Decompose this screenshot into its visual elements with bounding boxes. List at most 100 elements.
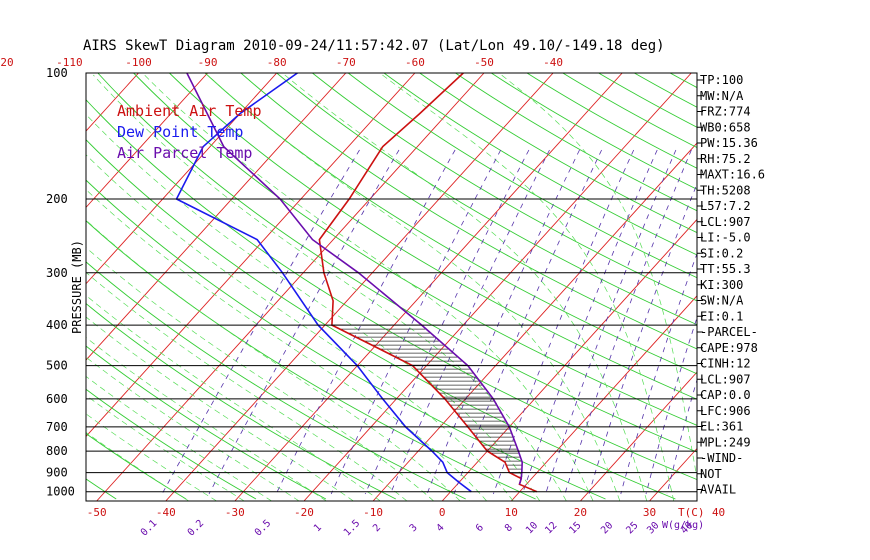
temp-tick-label-bottom: -30 xyxy=(225,506,245,519)
dry-adiabat-line xyxy=(86,478,117,500)
x-axis-unit-label: T(C) xyxy=(678,506,705,519)
mixing-ratio-line xyxy=(275,149,456,495)
pressure-tick-label: 800 xyxy=(46,444,68,458)
dry-adiabat-line xyxy=(491,73,697,190)
moist-adiabat-line xyxy=(206,74,621,501)
isotherm-line xyxy=(86,73,278,285)
stat-label: PW:15.36 xyxy=(700,136,758,150)
dry-adiabat-line xyxy=(86,179,606,500)
temp-tick-label-bottom: -40 xyxy=(156,506,176,519)
dry-adiabat-line xyxy=(347,73,697,279)
dry-adiabat-line xyxy=(86,261,466,500)
stat-label: LI:-5.0 xyxy=(700,231,751,245)
mixing-ratio-tick-label: 2 xyxy=(371,522,383,534)
air-parcel-temp-trace xyxy=(186,73,524,485)
mixing-ratio-tick-label: 8 xyxy=(503,522,515,534)
y-axis-label: PRESSURE (MB) xyxy=(70,240,84,334)
temp-tick-label-bottom: -20 xyxy=(294,506,314,519)
pressure-tick-label: 100 xyxy=(46,66,68,80)
legend-entry: Air Parcel Temp xyxy=(117,144,252,162)
plot-frame xyxy=(85,72,698,502)
dry-adiabat-line xyxy=(419,73,697,234)
dry-adiabat-line xyxy=(383,73,697,256)
dry-adiabat-line xyxy=(276,73,697,326)
moist-adiabat-line xyxy=(93,74,567,501)
dry-adiabat-line xyxy=(240,73,697,350)
pressure-tick-label: 700 xyxy=(46,420,68,434)
stat-label: KI:300 xyxy=(700,278,743,292)
mixing-ratio-tick-label: 15 xyxy=(567,520,583,536)
stat-label: L57:7.2 xyxy=(700,199,751,213)
dry-adiabat-line xyxy=(86,99,697,481)
stat-label: CINH:12 xyxy=(700,357,751,371)
stat-label: LCL:907 xyxy=(700,372,751,386)
isotherm-line xyxy=(234,73,623,501)
legend-entry: Ambient Air Temp xyxy=(117,102,262,120)
stat-label: -WIND- xyxy=(700,451,743,465)
pressure-tick-label: 300 xyxy=(46,266,68,280)
isotherm-line xyxy=(788,73,870,501)
mixing-ratio-line xyxy=(453,149,602,495)
moist-adiabat-line xyxy=(86,337,327,501)
stat-label: TP:100 xyxy=(700,73,743,87)
stat-label: SI:0.2 xyxy=(700,246,743,260)
dry-adiabat-line xyxy=(97,73,697,453)
isotherm-line xyxy=(857,73,870,501)
isotherm-line xyxy=(86,73,416,438)
stat-label: CAPE:978 xyxy=(700,341,758,355)
stat-label: NOT xyxy=(700,467,722,481)
dry-adiabat-line xyxy=(0,73,46,499)
moist-adiabat-line xyxy=(284,74,648,501)
temp-tick-label-top: -100 xyxy=(125,56,152,69)
mixing-ratio-line xyxy=(389,149,550,495)
mixing-ratio-tick-label: 0.1 xyxy=(139,518,160,539)
stat-label: WB0:658 xyxy=(700,120,751,134)
dry-adiabat-line xyxy=(169,73,697,400)
mixing-ratio-tick-label: 30 xyxy=(645,520,661,536)
mixing-ratio-line xyxy=(645,316,697,495)
pressure-tick-label: 900 xyxy=(46,466,68,480)
stat-label: EI:0.1 xyxy=(700,309,743,323)
dry-adiabat-line xyxy=(86,303,397,500)
mixing-ratio-line xyxy=(588,182,697,495)
pressure-tick-label: 200 xyxy=(46,192,68,206)
moist-adiabat-line xyxy=(86,154,514,501)
mixing-ratio-line xyxy=(161,149,360,495)
temp-tick-label-bottom: 0 xyxy=(439,506,446,519)
temp-tick-label-top: -60 xyxy=(405,56,425,69)
mixing-ratio-line xyxy=(545,149,677,495)
temp-tick-label-top: -110 xyxy=(56,56,83,69)
mixing-ratio-line xyxy=(620,252,697,495)
stat-label: MAXT:16.6 xyxy=(700,168,765,182)
moist-adiabat-line xyxy=(86,219,461,501)
pressure-tick-label: 600 xyxy=(46,392,68,406)
temp-tick-label-bottom: 30 xyxy=(643,506,656,519)
pressure-tick-label: 1000 xyxy=(46,485,75,499)
isotherm-line xyxy=(510,295,697,501)
dry-adiabat-line xyxy=(562,73,697,149)
stat-label: FRZ:774 xyxy=(700,105,751,119)
moist-adiabat-line xyxy=(382,74,675,501)
mixing-ratio-line xyxy=(564,149,692,495)
stat-label: CAP:0.0 xyxy=(700,388,751,402)
isotherm-line xyxy=(86,73,208,209)
moist-adiabat-line xyxy=(144,74,594,501)
moist-adiabat-line xyxy=(86,113,541,501)
stat-label: LFC:906 xyxy=(700,404,751,418)
isotherm-line xyxy=(165,73,554,501)
stat-label: MW:N/A xyxy=(700,89,744,103)
mixing-ratio-line xyxy=(364,149,530,495)
mixing-ratio-tick-label: 12 xyxy=(543,520,559,536)
temp-tick-label-top: -50 xyxy=(474,56,494,69)
stat-label: LCL:907 xyxy=(700,215,751,229)
temp-tick-label-top: -40 xyxy=(543,56,563,69)
isotherm-line xyxy=(441,218,697,501)
mixing-ratio-tick-label: 6 xyxy=(474,522,486,534)
moist-adiabat-line xyxy=(86,271,408,501)
temp-tick-label-bottom: 10 xyxy=(505,506,518,519)
ambient-air-temp-trace xyxy=(318,73,538,493)
moist-adiabat-line xyxy=(86,356,300,501)
isotherm-line xyxy=(0,73,69,501)
stat-label: -PARCEL- xyxy=(700,325,758,339)
